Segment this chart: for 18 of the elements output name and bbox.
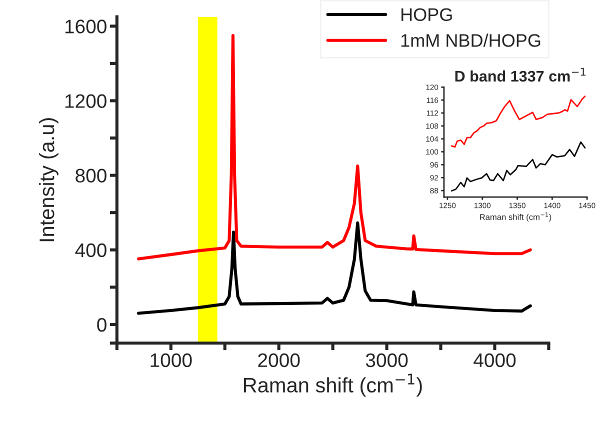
x-tick-label: 4000 xyxy=(474,353,516,368)
y-tick-label: 400 xyxy=(75,243,106,258)
y-tick-label: 1200 xyxy=(65,94,106,108)
chart-title: D band 1337 cm$^{−1}$ xyxy=(455,68,586,82)
x-tick-label: 3000 xyxy=(366,353,408,368)
legend-label: 1mM NBD/HOPG xyxy=(401,34,540,47)
x-tick-label: 2000 xyxy=(258,353,300,368)
legend-label: HOPG xyxy=(402,8,452,22)
line-series xyxy=(136,221,532,315)
line-series xyxy=(450,141,586,192)
y-tick-label: 1600 xyxy=(65,20,106,34)
x-axis-title: Raman shift (cm$^{−1}$) xyxy=(244,374,422,397)
x-tick-label: 1000 xyxy=(150,353,192,368)
y-axis-title: Intensity (a.u) xyxy=(38,118,58,242)
y-tick-label: 800 xyxy=(76,168,106,183)
x-axis-title: Raman shift (cm$^{−1}$) xyxy=(480,212,552,222)
line-series xyxy=(450,96,586,148)
y-tick-label: 0 xyxy=(97,318,106,332)
